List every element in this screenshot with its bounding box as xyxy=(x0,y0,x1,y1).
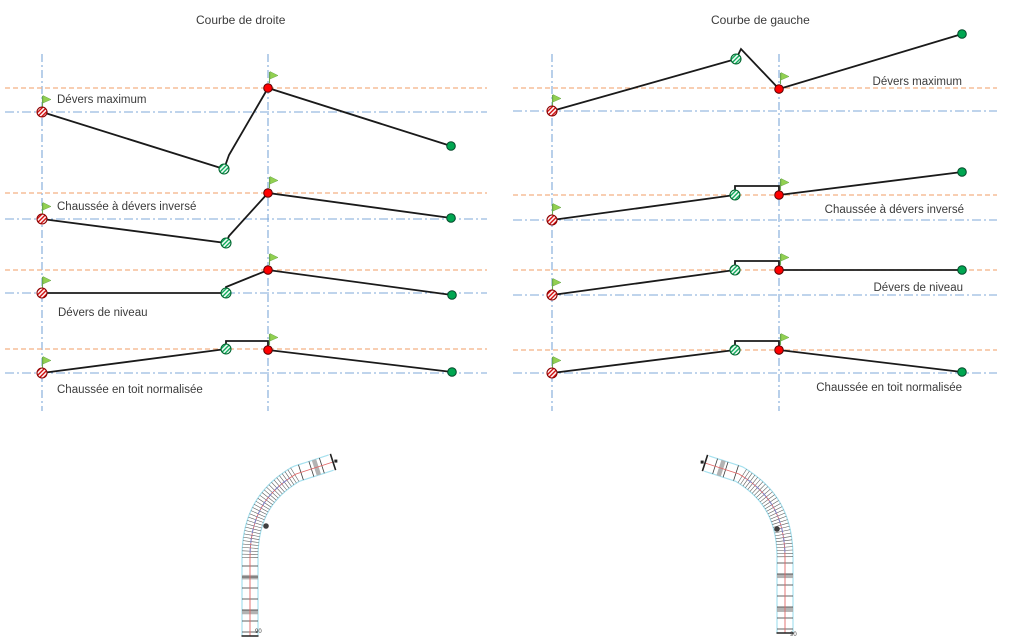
devers-profile-line xyxy=(551,171,963,221)
green-flag-icon xyxy=(779,253,790,265)
end-marker xyxy=(957,367,967,377)
road-edge xyxy=(257,469,334,636)
green-flag-icon xyxy=(41,356,52,368)
label-chaussee-devers-inverse-right: Chaussée à dévers inversé xyxy=(824,204,964,216)
road-end-tick xyxy=(329,453,337,471)
full-devers-marker xyxy=(774,190,784,200)
full-devers-marker xyxy=(774,345,784,355)
road-end-tick xyxy=(701,454,709,472)
green-flag-icon xyxy=(41,276,52,288)
full-devers-marker xyxy=(263,83,273,93)
end-marker xyxy=(957,29,967,39)
label-chaussee-en-toit-right: Chaussée en toit normalisée xyxy=(816,382,962,394)
green-flag-icon xyxy=(268,71,279,83)
devers-profile-line xyxy=(551,340,963,374)
road-mid-marker xyxy=(774,526,780,532)
road-edge xyxy=(241,454,329,636)
green-flag-icon xyxy=(551,203,562,215)
green-flag-icon xyxy=(41,95,52,107)
transition-marker xyxy=(220,237,232,249)
start-marker xyxy=(546,214,558,226)
green-flag-icon xyxy=(551,94,562,106)
profile-chart-courbe-de-gauche xyxy=(513,29,997,411)
label-chaussee-devers-inverse-left: Chaussée à dévers inversé xyxy=(57,201,197,213)
end-marker xyxy=(447,367,457,377)
transition-marker xyxy=(729,189,741,201)
green-flag-icon xyxy=(268,333,279,345)
title-courbe-de-droite: Courbe de droite xyxy=(196,13,286,27)
green-flag-icon xyxy=(779,333,790,345)
road-centerline xyxy=(704,462,786,633)
green-flag-icon xyxy=(779,72,790,84)
profile-chart-courbe-de-droite xyxy=(5,54,487,411)
road-arc-line xyxy=(745,477,786,553)
transition-marker xyxy=(220,343,232,355)
road-centerline xyxy=(249,461,334,636)
transition-marker xyxy=(730,53,742,65)
road-end-marker xyxy=(334,459,338,463)
road-edge xyxy=(704,470,778,633)
start-marker xyxy=(546,105,558,117)
devers-profile-line xyxy=(551,260,962,296)
devers-profile-line xyxy=(41,340,453,374)
full-devers-marker xyxy=(263,345,273,355)
green-flag-icon xyxy=(779,178,790,190)
end-marker xyxy=(957,265,967,275)
transition-marker xyxy=(220,287,232,299)
label-devers-maximum-right: Dévers maximum xyxy=(872,76,962,88)
devers-profile-line xyxy=(41,86,452,171)
full-devers-marker xyxy=(263,265,273,275)
start-marker xyxy=(36,106,48,118)
green-flag-icon xyxy=(551,356,562,368)
road-plan-left-curve: 90 xyxy=(700,454,797,638)
start-marker xyxy=(36,213,48,225)
road-mid-marker xyxy=(263,523,269,529)
label-devers-maximum-left: Dévers maximum xyxy=(57,94,147,106)
title-courbe-de-gauche: Courbe de gauche xyxy=(711,13,810,27)
full-devers-marker xyxy=(774,84,784,94)
road-arc-line xyxy=(249,476,292,554)
transition-marker xyxy=(729,264,741,276)
label-chaussee-en-toit-left: Chaussée en toit normalisée xyxy=(57,384,203,396)
devers-profile-line xyxy=(42,269,453,296)
end-marker xyxy=(446,141,456,151)
start-marker xyxy=(546,289,558,301)
road-end-label: 90 xyxy=(790,632,797,638)
green-flag-icon xyxy=(551,278,562,290)
end-marker xyxy=(957,167,967,177)
road-plan-right-curve: 90 xyxy=(241,453,338,637)
green-flag-icon xyxy=(268,253,279,265)
start-marker xyxy=(36,367,48,379)
road-end-marker xyxy=(700,460,704,464)
green-flag-icon xyxy=(268,176,279,188)
label-devers-de-niveau-right: Dévers de niveau xyxy=(873,282,964,294)
label-devers-de-niveau-left: Dévers de niveau xyxy=(58,307,148,319)
devers-profile-line xyxy=(41,192,452,244)
start-marker xyxy=(36,287,48,299)
devers-profile-line xyxy=(551,33,963,112)
green-flag-icon xyxy=(41,202,52,214)
start-marker xyxy=(546,367,558,379)
transition-marker xyxy=(729,344,741,356)
transition-marker xyxy=(218,163,230,175)
end-marker xyxy=(447,290,457,300)
full-devers-marker xyxy=(774,265,784,275)
full-devers-marker xyxy=(263,188,273,198)
road-end-label: 90 xyxy=(255,629,262,635)
end-marker xyxy=(446,213,456,223)
